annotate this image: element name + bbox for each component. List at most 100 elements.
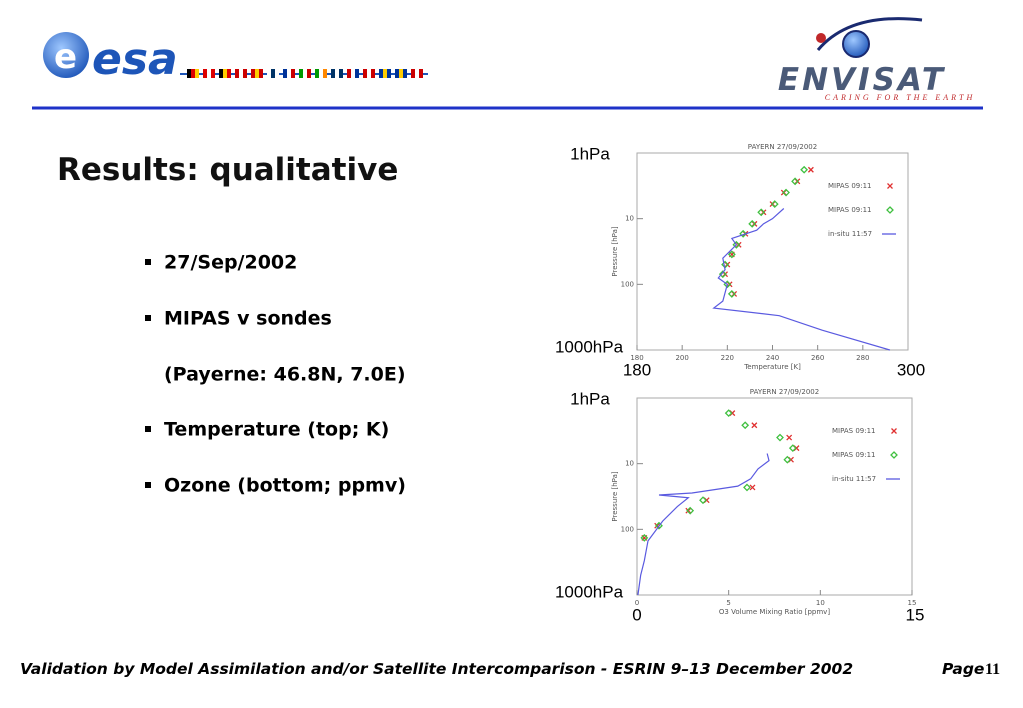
flag-stripe (239, 69, 243, 78)
flag-stripe (339, 69, 343, 78)
data-point (776, 433, 784, 442)
y-axis-label: Pressure [hPa] (611, 226, 619, 276)
flag-stripe (395, 69, 399, 78)
x-axis-label: O3 Volume Mixing Ratio [ppmv] (719, 608, 830, 616)
bullet-note: (Payerne: 46.8N, 7.0E) (164, 364, 406, 386)
x-axis-label: Temperature [K] (743, 363, 801, 371)
legend-marker (886, 206, 894, 214)
flag-stripe (323, 69, 327, 78)
data-point (640, 533, 649, 542)
flag-stripe (315, 69, 319, 78)
flag-stripe (411, 69, 415, 78)
x-tick-label: 180 (630, 354, 643, 362)
data-point (782, 188, 790, 197)
profile-line (637, 453, 770, 596)
logo-globe (43, 32, 89, 78)
data-point (749, 484, 756, 491)
flag-stripe (187, 69, 191, 78)
flag-stripe (387, 69, 391, 78)
y-tick-label: 10 (625, 215, 634, 223)
x-tick-label: 0 (635, 599, 639, 607)
plot-frame (636, 397, 913, 596)
flag-stripe (259, 69, 263, 78)
flag-stripe (207, 69, 211, 78)
data-point (807, 166, 814, 173)
flag-stripe (275, 69, 279, 78)
annotation: 0 (632, 605, 641, 624)
data-point (699, 496, 707, 505)
flag-stripe (331, 69, 335, 78)
bullet-marker (145, 426, 151, 432)
slide-title: Results: qualitative (57, 152, 398, 188)
flag-stripe (363, 69, 367, 78)
flag-stripe (355, 69, 359, 78)
legend-marker (887, 183, 893, 189)
data-point (751, 422, 758, 429)
flag-stripe (211, 69, 215, 78)
flag-stripe (235, 69, 239, 78)
flag-stripe (335, 69, 339, 78)
chart: PAYERN 27/09/2002 O3 Volume Mixing Ratio … (555, 388, 925, 624)
esa-logo: e esa (43, 32, 428, 85)
x-tick-label: 220 (721, 354, 734, 362)
data-point (732, 240, 741, 249)
data-point (685, 507, 692, 514)
data-point (800, 165, 809, 174)
annotation: 1hPa (570, 389, 610, 408)
bullet-marker (145, 315, 151, 321)
y-tick-label: 10 (625, 460, 634, 468)
annotation: 300 (897, 360, 925, 379)
flag-stripe (191, 69, 195, 78)
logo-text: ENVISAT (778, 62, 946, 98)
flag-stripe (347, 69, 351, 78)
plot-frame (636, 152, 909, 351)
data-point (654, 522, 661, 529)
flag-stripe (219, 69, 223, 78)
data-point (718, 270, 727, 279)
y-axis-label: Pressure [hPa] (611, 471, 619, 521)
legend-marker (891, 428, 897, 434)
data-point (757, 208, 766, 217)
flag-stripe (367, 69, 371, 78)
flag-stripe (251, 69, 255, 78)
flag-stripe (227, 69, 231, 78)
x-tick-label: 10 (816, 599, 825, 607)
envisat-logo: ENVISAT CARING FOR THE EARTH (778, 17, 975, 102)
logo-e: e (54, 37, 77, 77)
data-point (743, 483, 751, 492)
chart-title: PAYERN 27/09/2002 (750, 388, 819, 396)
data-point (741, 421, 750, 430)
flag-stripe (383, 69, 387, 78)
tagline: CARING FOR THE EARTH (825, 93, 975, 102)
data-point (788, 444, 797, 453)
data-point (770, 200, 779, 209)
flag-stripe (195, 69, 199, 78)
flag-stripe (299, 69, 303, 78)
flags (187, 69, 423, 78)
flag-stripe (243, 69, 247, 78)
flag-stripe (203, 69, 207, 78)
flag-stripe (419, 69, 423, 78)
flag-stripe (291, 69, 295, 78)
x-tick-label: 280 (856, 354, 869, 362)
page-label: Page (942, 660, 984, 678)
bullet: MIPAS v sondes (164, 308, 332, 330)
data-point (724, 409, 733, 418)
flag-stripe (223, 69, 227, 78)
bullet-marker (145, 482, 151, 488)
legend-label: MIPAS 09:11 (832, 451, 876, 459)
data-point (783, 455, 792, 464)
legend-label: MIPAS 09:11 (828, 182, 872, 190)
data-point (786, 434, 793, 441)
x-tick-label: 5 (726, 599, 730, 607)
x-tick-label: 240 (766, 354, 779, 362)
flag-stripe (271, 69, 275, 78)
flag-stripe (283, 69, 287, 78)
x-tick-label: 15 (908, 599, 917, 607)
legend-label: MIPAS 09:11 (828, 206, 872, 214)
flag-stripe (319, 69, 323, 78)
data-point (686, 506, 695, 515)
